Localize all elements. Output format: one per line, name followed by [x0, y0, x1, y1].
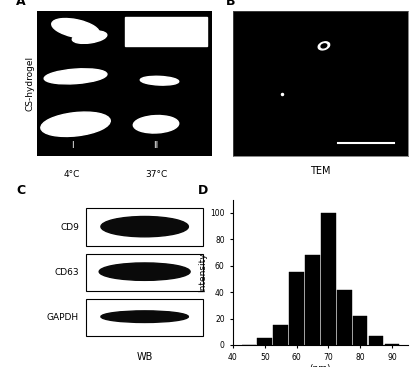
Text: D: D — [198, 184, 208, 197]
Text: TEM: TEM — [310, 166, 331, 176]
Ellipse shape — [318, 42, 330, 50]
Bar — [305, 255, 320, 345]
Ellipse shape — [321, 44, 327, 48]
Ellipse shape — [99, 263, 190, 280]
Text: CD63: CD63 — [54, 268, 79, 277]
FancyBboxPatch shape — [124, 17, 207, 46]
FancyBboxPatch shape — [86, 298, 203, 336]
Bar — [289, 272, 304, 345]
Text: I: I — [71, 141, 73, 150]
Ellipse shape — [44, 69, 107, 84]
Text: GAPDH: GAPDH — [47, 313, 79, 322]
Text: C: C — [16, 184, 25, 197]
Bar — [369, 336, 384, 345]
Bar — [337, 290, 351, 345]
Text: 4°C: 4°C — [64, 170, 80, 178]
Ellipse shape — [101, 311, 188, 323]
FancyBboxPatch shape — [86, 208, 203, 246]
Bar — [258, 338, 272, 345]
Ellipse shape — [52, 18, 99, 39]
FancyBboxPatch shape — [86, 254, 203, 291]
Ellipse shape — [72, 31, 107, 43]
Ellipse shape — [140, 76, 179, 85]
Bar — [353, 316, 368, 345]
Text: WB: WB — [136, 352, 153, 362]
Text: II: II — [153, 141, 159, 150]
Text: A: A — [16, 0, 26, 8]
Ellipse shape — [41, 112, 110, 137]
Ellipse shape — [101, 217, 188, 237]
Ellipse shape — [133, 116, 179, 133]
Text: CD9: CD9 — [60, 223, 79, 232]
Y-axis label: Intensity: Intensity — [198, 252, 207, 292]
Text: 37°C: 37°C — [145, 170, 167, 178]
X-axis label: (nm): (nm) — [310, 364, 331, 367]
Text: B: B — [226, 0, 236, 8]
Y-axis label: CS-hydrogel: CS-hydrogel — [25, 56, 34, 111]
Bar — [273, 325, 288, 345]
Bar — [321, 213, 336, 345]
Bar — [385, 344, 399, 345]
